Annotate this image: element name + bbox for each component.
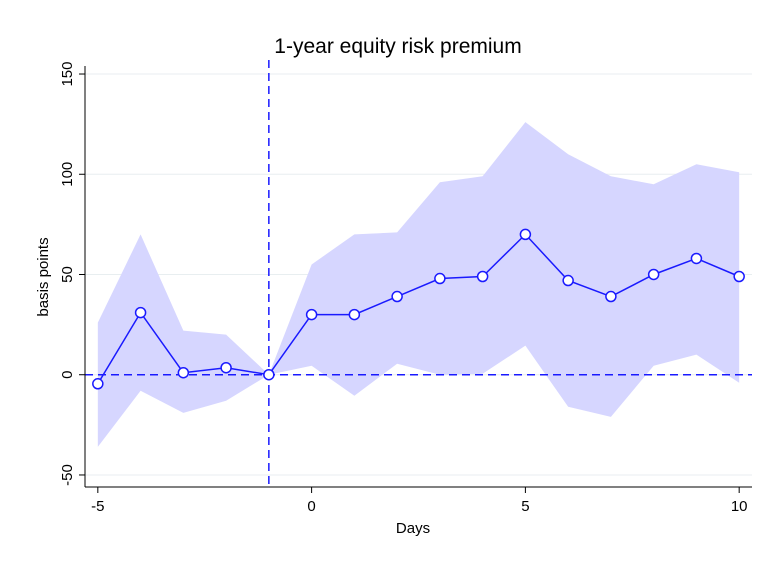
chart-title: 1-year equity risk premium [274,35,521,58]
line [97,233,740,385]
marker [134,306,147,319]
x-tick-label: -5 [91,498,104,515]
marker [434,272,446,285]
marker [220,361,232,374]
y-tick-label: 50 [59,266,76,283]
marker [476,270,489,283]
y-tick-label: -50 [59,464,76,486]
marker [733,270,745,283]
marker [263,368,275,381]
marker [519,228,532,241]
x-tick-label: 0 [307,498,315,515]
marker [92,378,104,390]
marker [348,308,361,321]
x-tick-label: 5 [521,498,529,515]
y-tick-label: 100 [59,162,76,187]
x-axis-label: Days [396,520,430,537]
marker [391,290,403,303]
marker [605,290,617,303]
x-tick-label: 10 [731,498,748,515]
y-tick-label: 0 [59,371,76,379]
marker [647,268,660,281]
marker [562,274,574,287]
marker [177,366,190,379]
confidence-band [97,122,740,447]
y-tick-label: 150 [59,62,76,87]
y-axis-label: basis points [35,237,52,316]
marker [690,252,703,265]
marker [305,308,318,321]
